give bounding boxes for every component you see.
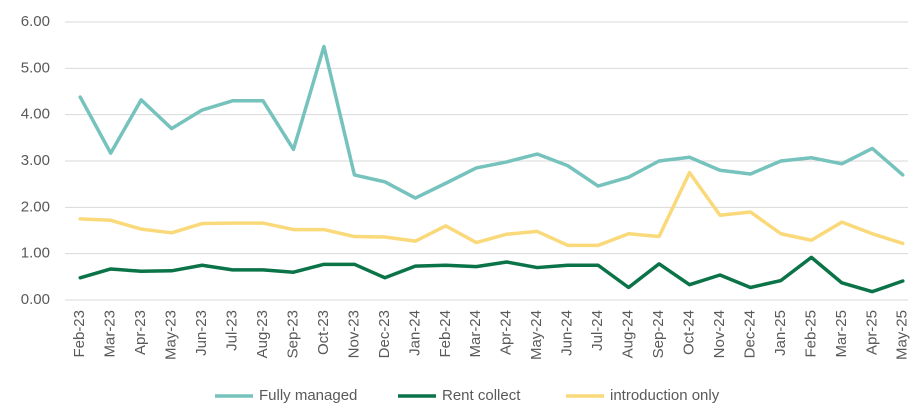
x-tick-label: Jan-25 [772,310,789,356]
x-tick-label: Mar-23 [102,310,119,358]
x-tick-label: Oct-23 [315,310,332,355]
y-tick-label: 2.00 [21,198,50,215]
x-tick-label: Jul-24 [589,310,606,351]
x-tick-label: Apr-23 [132,310,149,355]
line-series [78,170,905,248]
x-tick-label: Jul-23 [224,310,241,351]
legend-label: Rent collect [442,387,521,404]
x-tick-label: Feb-23 [71,310,88,358]
x-tick-label: Dec-23 [376,310,393,358]
x-tick-label: Mar-24 [467,310,484,358]
y-tick-label: 3.00 [21,152,50,169]
x-tick-label: Mar-25 [833,310,850,358]
x-tick-label: May-23 [163,310,180,360]
y-tick-label: 1.00 [21,245,50,262]
x-tick-label: Aug-23 [254,310,271,358]
y-tick-label: 4.00 [21,106,50,123]
legend-label: introduction only [610,387,720,404]
line-series [78,255,905,294]
x-tick-label: Nov-23 [345,310,362,358]
x-tick-label: May-25 [894,310,911,360]
y-tick-label: 5.00 [21,59,50,76]
x-tick-label: Apr-24 [498,310,515,355]
x-tick-label: Oct-24 [680,310,697,355]
x-tick-label: Jun-24 [559,310,576,356]
x-tick-label: Apr-25 [863,310,880,355]
x-tick-label: Jan-24 [406,310,423,356]
x-tick-label: Feb-25 [802,310,819,358]
line-series [78,44,905,200]
y-tick-label: 0.00 [21,291,50,308]
legend-label: Fully managed [259,387,357,404]
x-tick-label: Feb-24 [437,310,454,358]
x-tick-label: Sep-23 [284,310,301,358]
x-tick-label: Dec-24 [741,310,758,358]
x-tick-label: Sep-24 [650,310,667,358]
x-tick-label: Jun-23 [193,310,210,356]
x-tick-label: Aug-24 [620,310,637,358]
x-tick-label: May-24 [528,310,545,360]
x-tick-label: Nov-24 [711,310,728,358]
y-tick-label: 6.00 [21,13,50,30]
